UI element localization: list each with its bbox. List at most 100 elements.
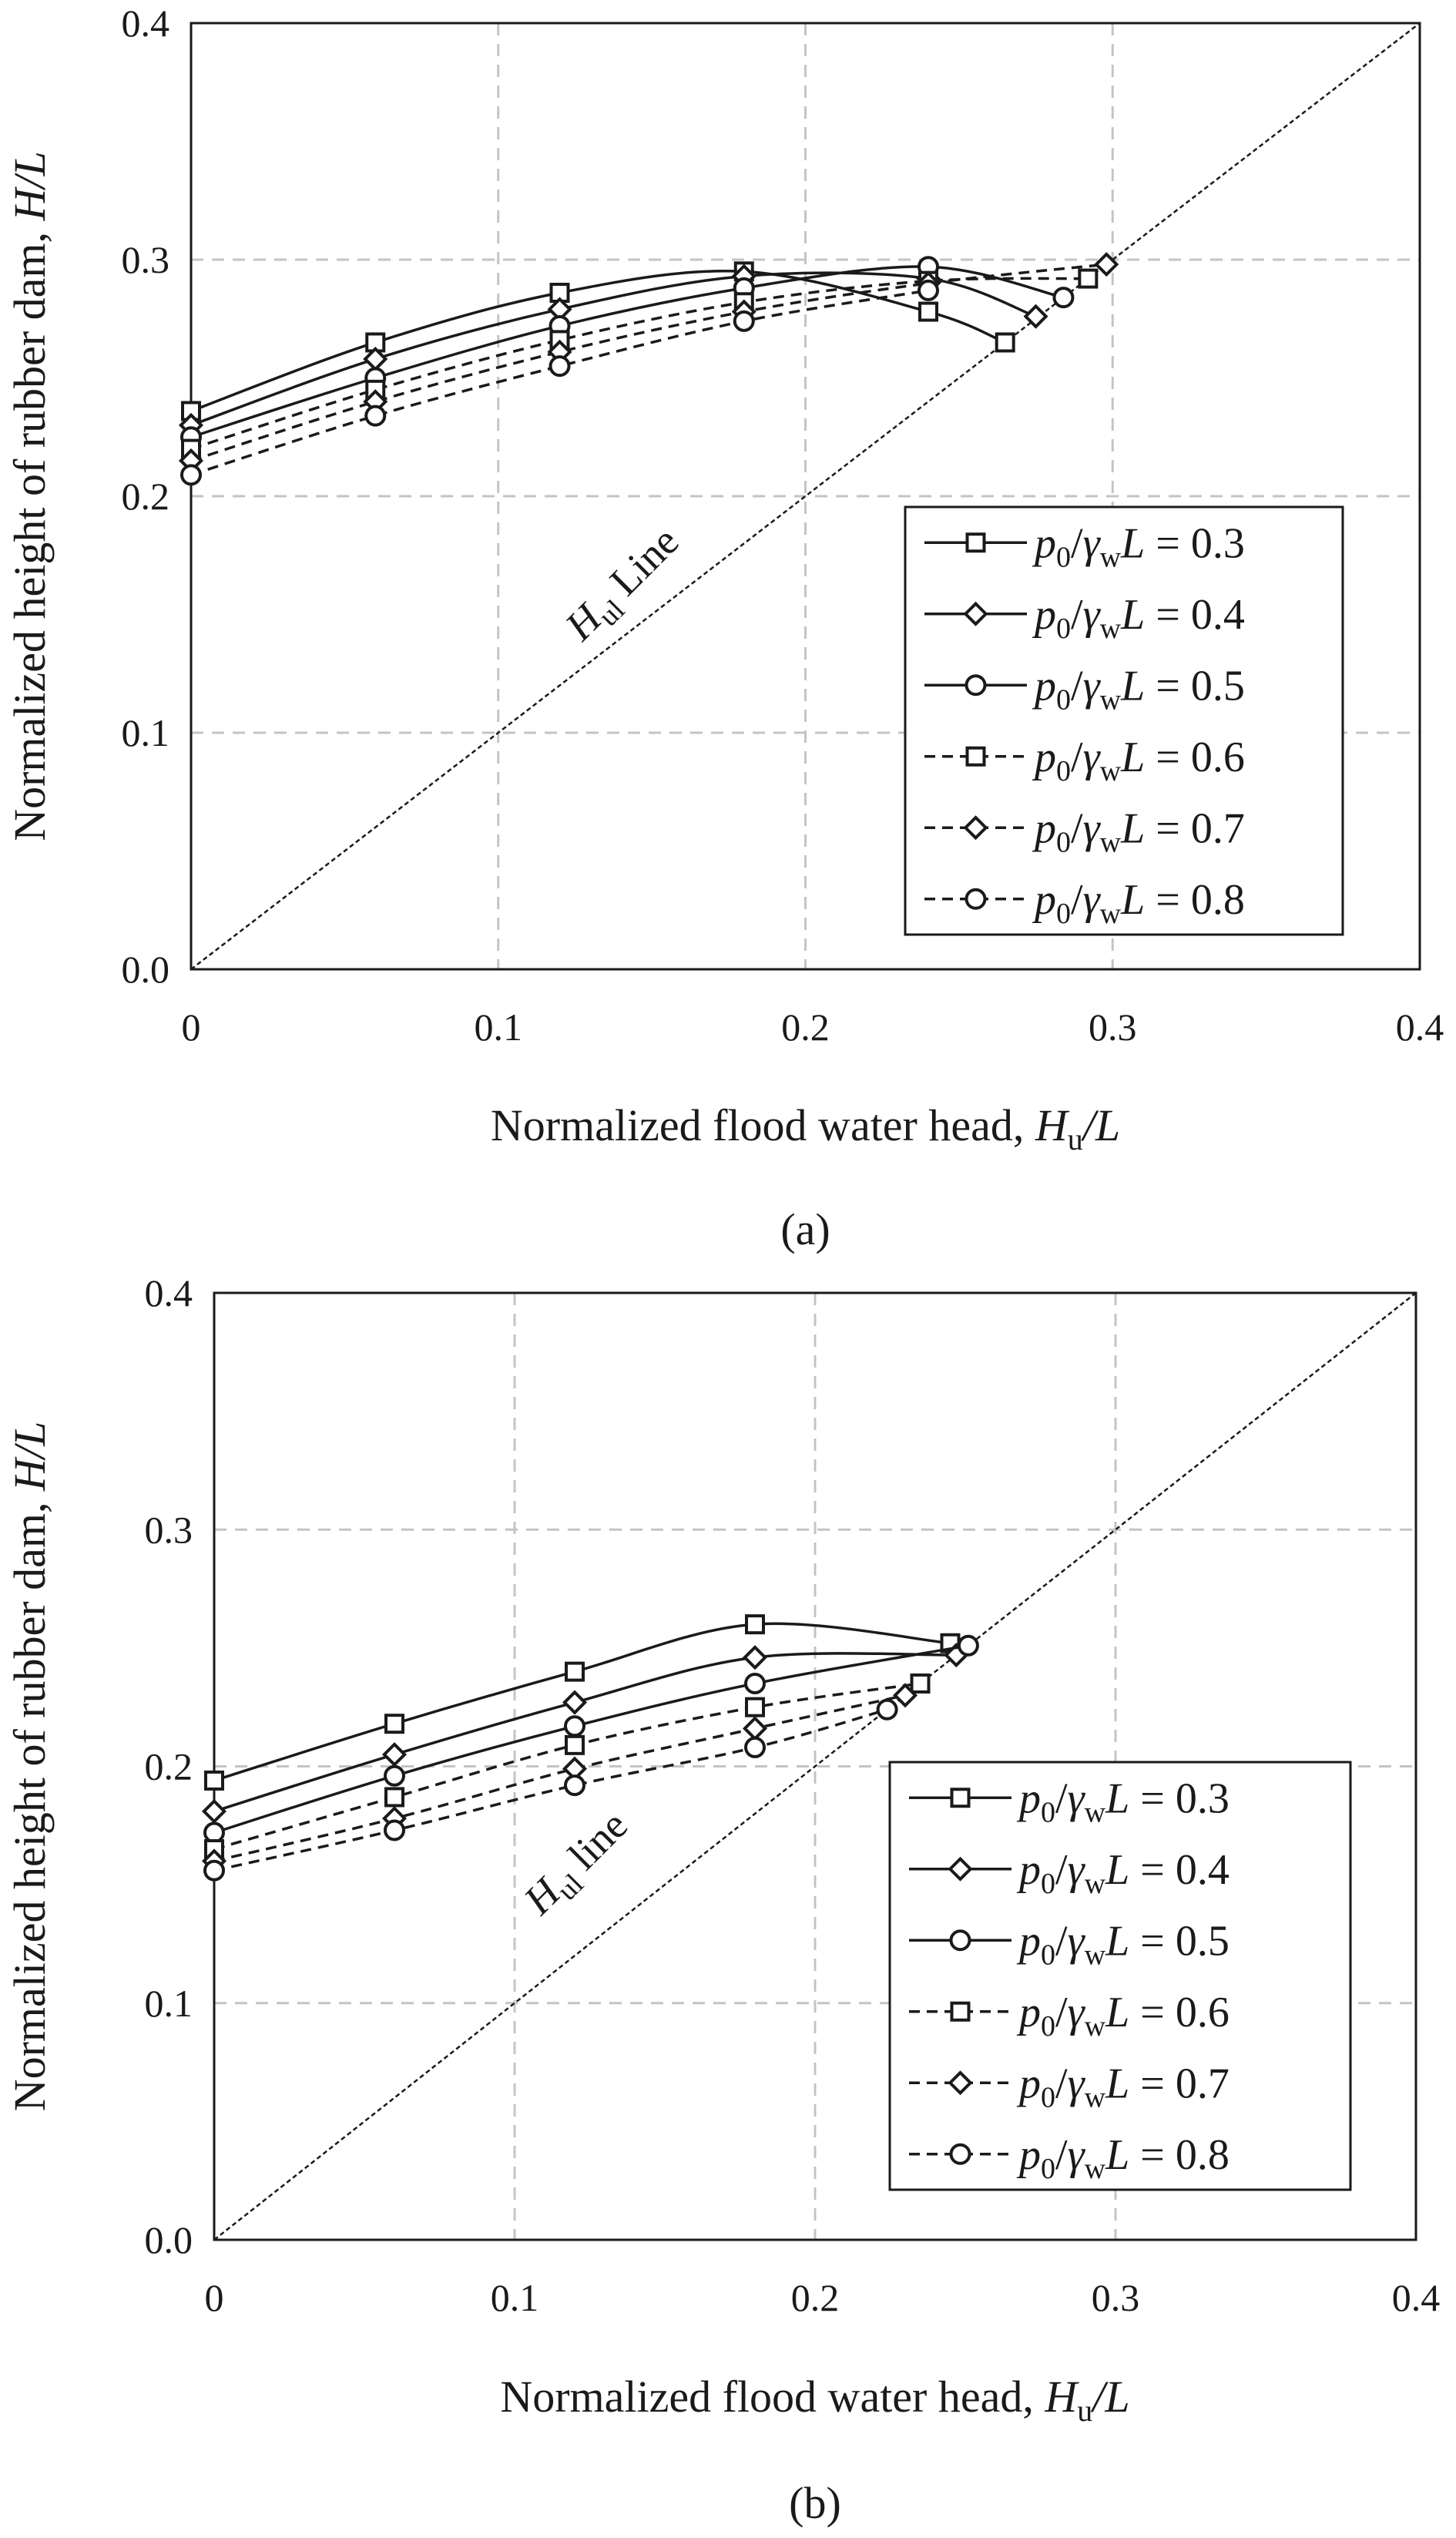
legend-diamond-marker — [963, 601, 988, 626]
x-tick-label: 0.3 — [1089, 1005, 1137, 1049]
diamond-marker — [1094, 252, 1119, 277]
series-p0-08 — [180, 279, 939, 486]
x-tick-label: 0 — [205, 2276, 224, 2319]
square-marker — [384, 1714, 404, 1734]
series-line — [190, 277, 1089, 451]
y-axis-label: Normalized height of rubber dam, H/L — [5, 1422, 55, 2112]
y-tick-label: 0.3 — [122, 238, 170, 281]
diamond-marker — [742, 1645, 768, 1670]
x-tick-label: 0.4 — [1396, 1005, 1444, 1049]
square-marker — [565, 1734, 585, 1755]
x-axis-label: Normalized flood water head, Hu/L — [491, 1100, 1120, 1157]
diamond-marker — [1023, 304, 1048, 329]
chart-panel-a: 0 0.1 0.2 0.3 0.4 0.0 0.1 0.2 0.3 0.4 Normalized f… — [5, 2, 1444, 1254]
series-line — [190, 263, 1107, 462]
y-tick-label: 0.2 — [122, 475, 170, 518]
circle-marker — [384, 1819, 405, 1841]
y-tick-label: 0.1 — [122, 711, 170, 754]
square-marker — [1078, 268, 1099, 289]
legend-circle-marker — [965, 674, 987, 697]
x-tick-label: 0.2 — [791, 2276, 840, 2319]
y-axis-label: Normalized height of rubber dam, H/L — [5, 151, 55, 841]
legend-circle-marker — [965, 888, 987, 910]
series-line — [213, 1644, 969, 1835]
legend-diamond-marker — [963, 815, 988, 841]
legend-entry-label: p0/γwL = 0.4 — [1016, 1846, 1230, 1900]
legend-box — [904, 505, 1344, 936]
series-line — [190, 269, 1006, 413]
legend: p0/γwL = 0.3 p0/γwL = 0.4 p0/γwL = 0.5 p0/γ… — [888, 1761, 1352, 2191]
circle-marker — [384, 1764, 405, 1787]
circle-marker — [876, 1698, 898, 1721]
legend-diamond-marker — [948, 2070, 973, 2096]
circle-marker — [733, 310, 755, 332]
series-p0-05 — [180, 256, 1075, 448]
legend-entry-label: p0/γwL = 0.6 — [1016, 1989, 1230, 2043]
circle-marker — [744, 1736, 766, 1758]
series-p0-06 — [204, 1673, 931, 1860]
series-p0-07 — [201, 1683, 918, 1874]
circle-marker — [203, 1821, 225, 1844]
square-marker — [910, 1673, 931, 1694]
legend-circle-marker — [949, 1929, 971, 1952]
circle-marker — [564, 1715, 585, 1737]
legend-entry-label: p0/γwL = 0.6 — [1032, 734, 1245, 787]
legend-entry-label: p0/γwL = 0.4 — [1032, 591, 1245, 645]
legend-square-marker — [950, 2001, 971, 2022]
diamond-marker — [892, 1683, 918, 1708]
circle-marker — [180, 464, 202, 486]
diamond-marker — [381, 1742, 408, 1768]
reference-line-hul — [213, 1292, 1417, 2241]
x-tick-label: 0.1 — [475, 1005, 523, 1049]
series-p0-05 — [203, 1634, 979, 1844]
square-marker — [745, 1697, 765, 1717]
square-marker — [918, 301, 938, 322]
series-p0-08 — [203, 1698, 898, 1882]
legend-entry-label: p0/γwL = 0.8 — [1016, 2131, 1230, 2185]
diamond-marker — [742, 1716, 768, 1741]
legend-entry-label: p0/γwL = 0.7 — [1032, 804, 1245, 858]
circle-marker — [744, 1672, 766, 1694]
x-tick-label: 0 — [182, 1005, 201, 1049]
legend-diamond-marker — [948, 1856, 973, 1882]
legend-entry-label: p0/γwL = 0.7 — [1016, 2060, 1230, 2113]
y-tick-label: 0.4 — [122, 2, 170, 45]
y-tick-label: 0.0 — [122, 948, 170, 991]
circle-marker — [364, 405, 387, 427]
diamond-marker — [201, 1798, 227, 1824]
legend-entry-label: p0/γwL = 0.8 — [1032, 876, 1245, 930]
y-tick-label: 0.1 — [145, 1982, 193, 2025]
circle-marker — [1052, 287, 1075, 309]
reference-line-hul — [190, 22, 1421, 970]
series-p0-03 — [181, 261, 1015, 421]
panel-caption: (a) — [780, 1204, 830, 1254]
square-marker — [565, 1661, 585, 1682]
circle-marker — [957, 1634, 979, 1657]
plot-frame — [213, 1291, 1417, 2241]
chart-panel-b: 0 0.1 0.2 0.3 0.4 0.0 0.1 0.2 0.3 0.4 Normalized f… — [5, 1271, 1440, 2528]
square-marker — [745, 1614, 765, 1635]
y-tick-label: 0.4 — [145, 1271, 193, 1314]
y-tick-label: 0.3 — [145, 1508, 193, 1551]
legend-entry-label: p0/γwL = 0.3 — [1032, 519, 1245, 573]
square-marker — [995, 332, 1015, 353]
plot-frame — [190, 22, 1421, 971]
legend: p0/γwL = 0.3 p0/γwL = 0.4 p0/γwL = 0.5 p0/γ… — [904, 505, 1344, 936]
legend-circle-marker — [949, 2143, 971, 2165]
hul-line-annotation: Hul Line — [555, 518, 693, 655]
circle-marker — [564, 1774, 585, 1797]
legend-square-marker — [965, 532, 986, 553]
hul-line-annotation: Hul line — [515, 1801, 642, 1929]
circle-marker — [918, 279, 939, 301]
legend-entry-label: p0/γwL = 0.5 — [1016, 1917, 1230, 1971]
y-tick-label: 0.2 — [145, 1745, 193, 1788]
x-tick-label: 0.4 — [1392, 2276, 1441, 2319]
diamond-marker — [562, 1690, 588, 1715]
series-line — [213, 1708, 888, 1872]
series-p0-06 — [181, 268, 1099, 459]
legend-box — [888, 1761, 1352, 2191]
x-tick-label: 0.1 — [491, 2276, 539, 2319]
series-p0-04 — [201, 1643, 969, 1824]
square-marker — [384, 1787, 404, 1808]
